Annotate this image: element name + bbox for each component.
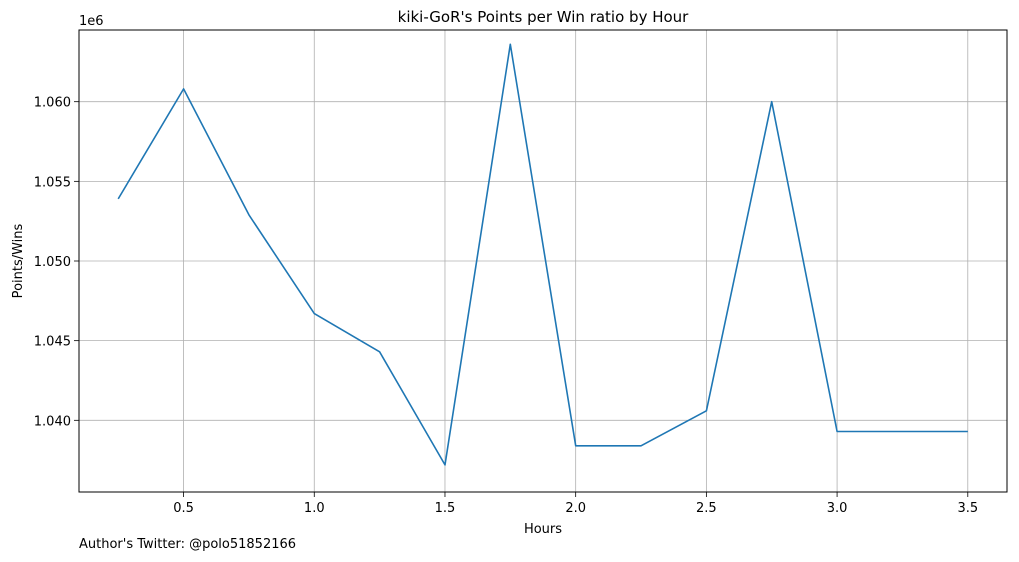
y-axis-label: Points/Wins [11,223,26,298]
author-credit: Author's Twitter: @polo51852166 [79,537,297,552]
y-tick-label: 1.055 [34,175,71,190]
y-tick-label: 1.040 [34,414,71,429]
x-tick-label: 1.5 [435,501,456,516]
x-tick-label: 3.5 [957,501,978,516]
y-tick-label: 1.045 [34,335,71,350]
y-tick-label: 1.060 [34,96,71,111]
y-axis-offset-label: 1e6 [79,14,104,29]
x-tick-label: 2.5 [696,501,717,516]
y-tick-label: 1.050 [34,255,71,270]
series-lines [117,43,968,466]
x-axis-label: Hours [524,522,562,537]
x-tick-label: 2.0 [565,501,586,516]
series-line [117,43,968,466]
chart-title: kiki-GoR's Points per Win ratio by Hour [398,8,690,26]
x-tick-label: 0.5 [173,501,194,516]
x-tick-label: 1.0 [304,501,325,516]
grid [79,30,1007,492]
x-tick-label: 3.0 [827,501,848,516]
axis-ticks: 0.5 1.0 1.5 2.0 2.5 3.0 3.5 1.040 1.045 1.050 1.05… [34,96,978,516]
